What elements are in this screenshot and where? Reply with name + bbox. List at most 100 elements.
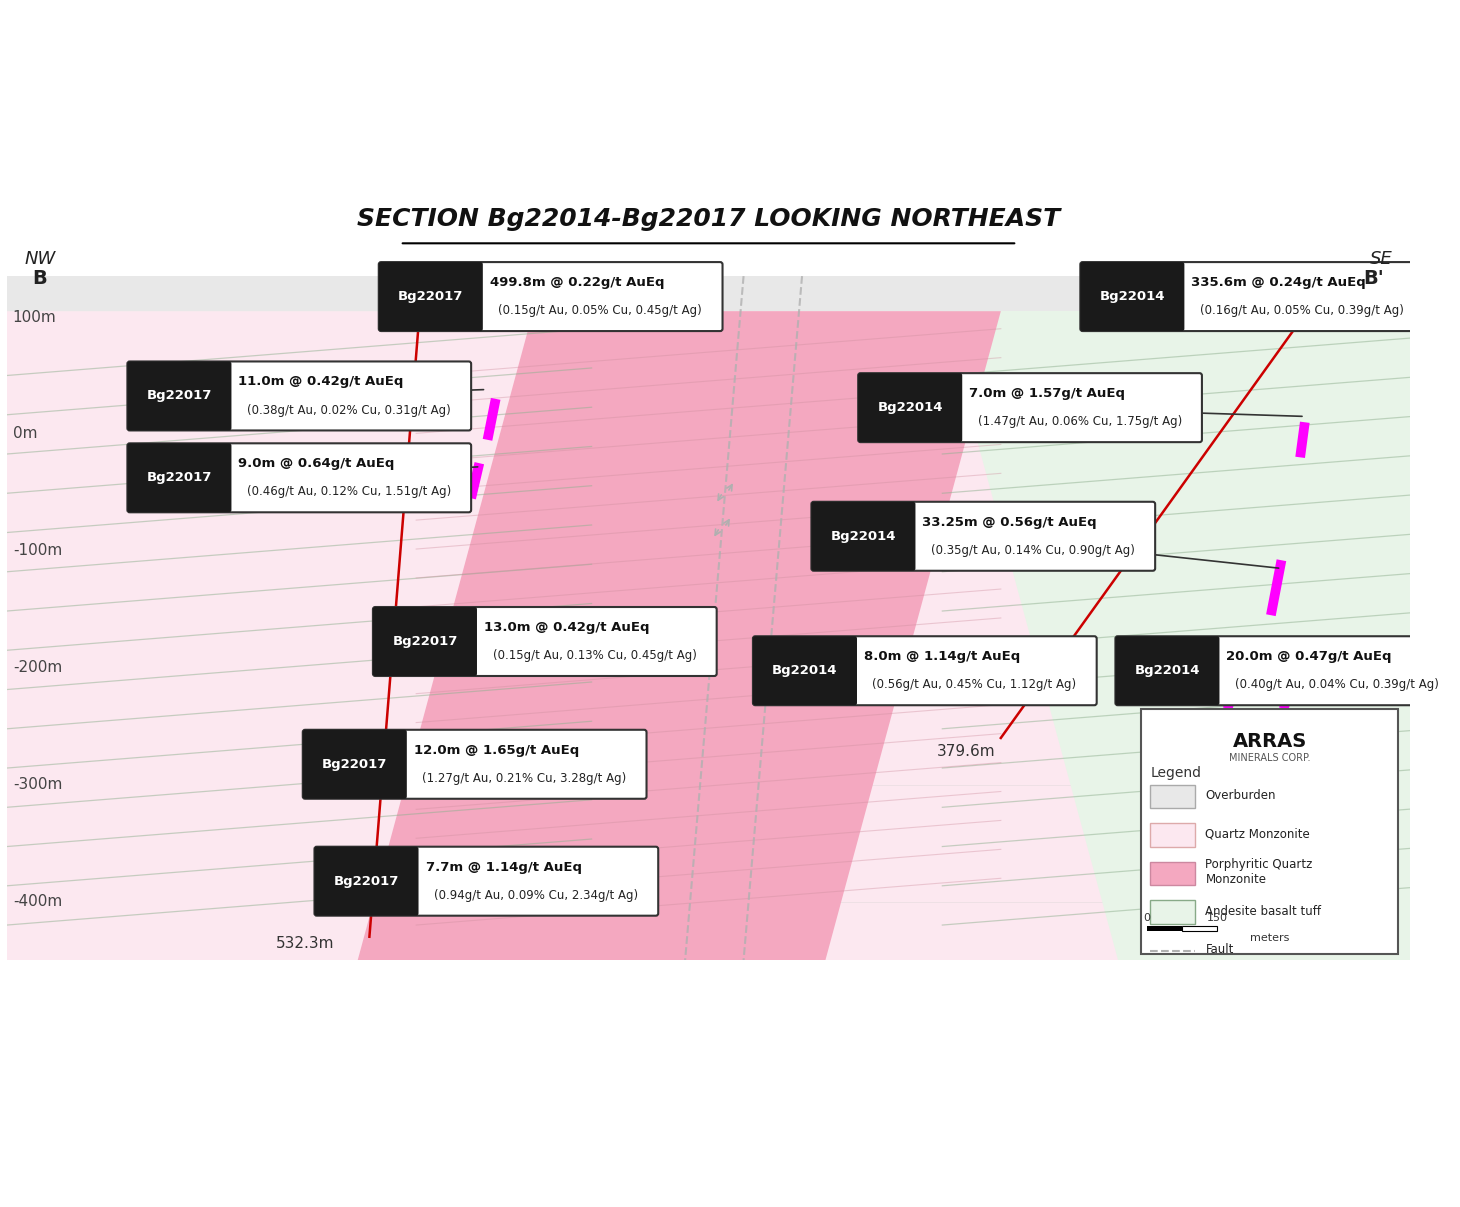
Text: 12.0m @ 1.65g/t AuEq: 12.0m @ 1.65g/t AuEq (413, 744, 580, 757)
Text: meters: meters (1250, 933, 1289, 943)
Text: Andesite basalt tuff: Andesite basalt tuff (1206, 904, 1321, 917)
FancyBboxPatch shape (378, 262, 723, 331)
Bar (860, 375, 959, 439)
FancyBboxPatch shape (378, 262, 483, 331)
Text: SE: SE (1369, 250, 1393, 268)
Text: Bg22014: Bg22014 (1099, 290, 1165, 303)
Bar (1148, 926, 1183, 932)
FancyBboxPatch shape (314, 846, 419, 916)
Text: 9.0m @ 0.64g/t AuEq: 9.0m @ 0.64g/t AuEq (238, 457, 394, 471)
Polygon shape (7, 311, 474, 960)
Polygon shape (358, 311, 1000, 960)
FancyBboxPatch shape (314, 846, 658, 916)
Text: B: B (32, 269, 47, 288)
Text: Bg22014: Bg22014 (831, 530, 896, 543)
Text: 11.0m @ 0.42g/t AuEq: 11.0m @ 0.42g/t AuEq (238, 375, 404, 389)
Text: 0m: 0m (13, 426, 38, 442)
Bar (130, 363, 229, 428)
Text: -400m: -400m (13, 894, 61, 909)
FancyBboxPatch shape (127, 443, 232, 512)
Bar (305, 733, 404, 797)
Bar (813, 505, 912, 568)
Text: (1.27g/t Au, 0.21% Cu, 3.28g/t Ag): (1.27g/t Au, 0.21% Cu, 3.28g/t Ag) (422, 772, 626, 785)
Polygon shape (7, 311, 1410, 960)
Bar (381, 264, 480, 328)
Text: Bg22014: Bg22014 (877, 401, 943, 414)
Bar (1183, 926, 1218, 932)
Text: 0: 0 (1143, 912, 1150, 922)
Bar (317, 849, 416, 914)
FancyBboxPatch shape (1080, 262, 1184, 331)
FancyBboxPatch shape (753, 636, 1096, 705)
Text: -200m: -200m (13, 660, 61, 675)
FancyBboxPatch shape (858, 373, 962, 442)
Title: SECTION Bg22014-Bg22017 LOOKING NORTHEAST: SECTION Bg22014-Bg22017 LOOKING NORTHEAS… (356, 208, 1060, 231)
Text: (0.35g/t Au, 0.14% Cu, 0.90g/t Ag): (0.35g/t Au, 0.14% Cu, 0.90g/t Ag) (931, 544, 1134, 556)
Text: Fault: Fault (1206, 943, 1234, 956)
Text: Overburden: Overburden (1206, 788, 1276, 801)
Text: 20.0m @ 0.47g/t AuEq: 20.0m @ 0.47g/t AuEq (1226, 651, 1391, 663)
Text: (0.38g/t Au, 0.02% Cu, 0.31g/t Ag): (0.38g/t Au, 0.02% Cu, 0.31g/t Ag) (247, 403, 451, 416)
FancyBboxPatch shape (1080, 262, 1424, 331)
Text: 532.3m: 532.3m (276, 937, 334, 951)
Text: (0.40g/t Au, 0.04% Cu, 0.39g/t Ag): (0.40g/t Au, 0.04% Cu, 0.39g/t Ag) (1235, 678, 1440, 692)
FancyBboxPatch shape (127, 361, 472, 431)
Bar (1118, 639, 1218, 702)
Text: Bg22017: Bg22017 (393, 635, 457, 648)
Text: Bg22014: Bg22014 (1134, 664, 1200, 677)
Text: Bg22014: Bg22014 (772, 664, 838, 677)
Text: 13.0m @ 0.42g/t AuEq: 13.0m @ 0.42g/t AuEq (485, 620, 650, 634)
Text: 335.6m @ 0.24g/t AuEq: 335.6m @ 0.24g/t AuEq (1191, 276, 1367, 288)
Text: (0.16g/t Au, 0.05% Cu, 0.39g/t Ag): (0.16g/t Au, 0.05% Cu, 0.39g/t Ag) (1200, 304, 1405, 317)
Polygon shape (7, 311, 533, 960)
Text: 7.0m @ 1.57g/t AuEq: 7.0m @ 1.57g/t AuEq (969, 387, 1126, 400)
Text: Legend: Legend (1150, 766, 1202, 780)
FancyBboxPatch shape (372, 607, 477, 676)
Text: -100m: -100m (13, 543, 61, 559)
FancyBboxPatch shape (858, 373, 1202, 442)
Text: 8.0m @ 1.14g/t AuEq: 8.0m @ 1.14g/t AuEq (864, 651, 1021, 663)
Text: (0.15g/t Au, 0.05% Cu, 0.45g/t Ag): (0.15g/t Au, 0.05% Cu, 0.45g/t Ag) (498, 304, 702, 317)
Text: (1.47g/t Au, 0.06% Cu, 1.75g/t Ag): (1.47g/t Au, 0.06% Cu, 1.75g/t Ag) (978, 415, 1181, 428)
FancyBboxPatch shape (302, 730, 407, 799)
Bar (1150, 862, 1194, 885)
Bar (1150, 900, 1194, 923)
FancyBboxPatch shape (812, 502, 1155, 571)
Text: Bg22017: Bg22017 (323, 758, 387, 771)
Text: 379.6m: 379.6m (936, 744, 996, 758)
FancyBboxPatch shape (1115, 636, 1459, 705)
FancyBboxPatch shape (127, 443, 472, 512)
Bar (375, 610, 474, 674)
Text: Porphyritic Quartz
Monzonite: Porphyritic Quartz Monzonite (1206, 858, 1313, 886)
Text: NW: NW (25, 250, 55, 268)
FancyBboxPatch shape (1142, 709, 1399, 955)
Text: (0.15g/t Au, 0.13% Cu, 0.45g/t Ag): (0.15g/t Au, 0.13% Cu, 0.45g/t Ag) (492, 649, 696, 663)
Text: Quartz Monzonite: Quartz Monzonite (1206, 827, 1310, 840)
Text: (0.56g/t Au, 0.45% Cu, 1.12g/t Ag): (0.56g/t Au, 0.45% Cu, 1.12g/t Ag) (873, 678, 1076, 692)
Text: -300m: -300m (13, 777, 63, 792)
Bar (755, 639, 854, 702)
Text: Bg22017: Bg22017 (334, 875, 399, 887)
FancyBboxPatch shape (812, 502, 915, 571)
Bar (130, 445, 229, 511)
Text: B': B' (1364, 269, 1384, 288)
Bar (1083, 264, 1183, 328)
Text: MINERALS CORP.: MINERALS CORP. (1229, 753, 1311, 763)
Bar (1150, 785, 1194, 809)
Text: 33.25m @ 0.56g/t AuEq: 33.25m @ 0.56g/t AuEq (923, 515, 1096, 529)
FancyBboxPatch shape (302, 730, 647, 799)
Text: Bg22017: Bg22017 (399, 290, 463, 303)
FancyBboxPatch shape (127, 361, 232, 431)
Polygon shape (7, 276, 1410, 311)
Text: Bg22017: Bg22017 (146, 471, 212, 484)
Text: 150: 150 (1206, 912, 1228, 922)
FancyBboxPatch shape (372, 607, 717, 676)
Polygon shape (942, 311, 1410, 960)
Text: 100m: 100m (13, 309, 57, 325)
FancyBboxPatch shape (1115, 636, 1219, 705)
Text: (0.46g/t Au, 0.12% Cu, 1.51g/t Ag): (0.46g/t Au, 0.12% Cu, 1.51g/t Ag) (247, 485, 451, 498)
Text: (0.94g/t Au, 0.09% Cu, 2.34g/t Ag): (0.94g/t Au, 0.09% Cu, 2.34g/t Ag) (434, 888, 638, 902)
Text: ARRAS: ARRAS (1232, 731, 1307, 751)
Text: Bg22017: Bg22017 (146, 390, 212, 402)
Text: 7.7m @ 1.14g/t AuEq: 7.7m @ 1.14g/t AuEq (425, 861, 581, 874)
